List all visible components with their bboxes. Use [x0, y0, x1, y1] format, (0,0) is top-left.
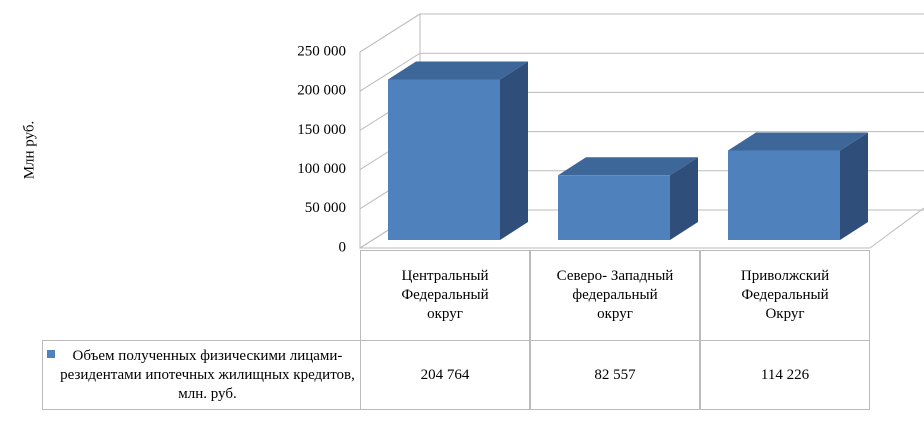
bar-face — [840, 132, 868, 240]
bar-face — [558, 157, 698, 176]
bar-face — [670, 157, 698, 240]
legend-cell: Объем полученных физическими лицами-рези… — [42, 340, 361, 410]
category-label: Северо- Западный федеральный округ — [530, 250, 700, 341]
y-tick-label: 100 000 — [297, 161, 346, 177]
y-tick-label: 0 — [339, 239, 347, 255]
bar-face — [500, 61, 528, 240]
y-axis-label: Млн руб. — [21, 121, 37, 180]
y-tick-label: 50 000 — [305, 200, 346, 216]
bar-face — [728, 132, 868, 151]
value-label: 204 764 — [360, 340, 530, 410]
grid-line — [359, 13, 924, 53]
bar-face — [388, 61, 528, 80]
bar-face — [558, 175, 670, 240]
category-label: Приволжский Федеральный Округ — [700, 250, 870, 341]
legend-swatch — [47, 350, 55, 358]
y-tick-label: 150 000 — [297, 122, 346, 138]
bar-face — [728, 150, 840, 240]
y-tick-label: 200 000 — [297, 83, 346, 99]
y-tick-label: 250 000 — [297, 43, 346, 59]
bar-face — [388, 79, 500, 240]
legend-text: Объем полученных физическими лицами-рези… — [60, 347, 355, 402]
value-label: 82 557 — [530, 340, 700, 410]
bar — [388, 61, 528, 240]
bar — [728, 132, 868, 240]
bar — [558, 157, 698, 240]
category-label: Центральный Федеральный округ — [360, 250, 530, 341]
grid-line — [359, 52, 924, 92]
value-label: 114 226 — [700, 340, 870, 410]
